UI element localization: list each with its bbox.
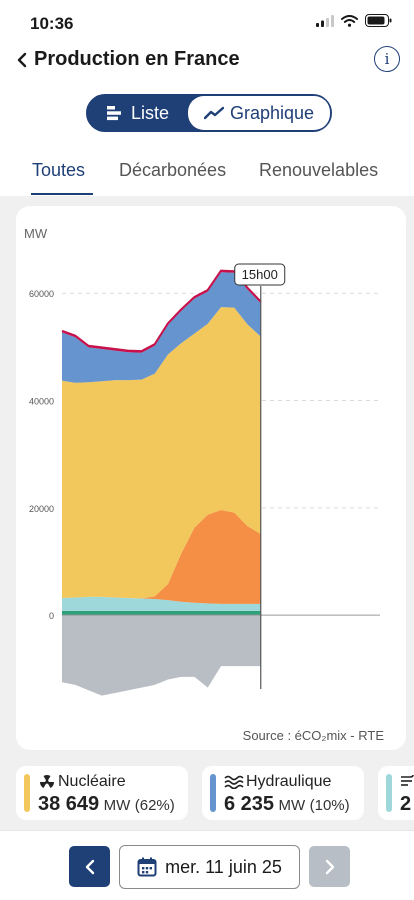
nuclear-icon [40,775,54,788]
next-day-button[interactable] [309,846,350,887]
source-color-bar [24,774,30,812]
source-value: 38 649 MW (62%) [38,793,175,815]
chevron-left-icon [85,859,94,874]
date-navigation: mer. 11 juin 25 [0,830,414,900]
tab-renouvelables[interactable]: Renouvelables [259,160,379,180]
wind-icon [401,774,414,786]
tab-toutes[interactable]: Toutes [32,160,86,180]
y-tick-label: 0 [49,611,54,621]
info-button[interactable]: i [374,46,400,72]
battery-icon [365,14,392,27]
source-name: Hydraulique [224,773,331,791]
production-chart[interactable]: 0 20000 40000 60000 15h00 MW Source : éCO₂mi… [16,206,406,750]
area-series-hydraulique [62,272,261,383]
area-series-eolien [62,596,261,611]
time-cursor-label: 15h00 [242,267,278,282]
date-label: mer. 11 juin 25 [165,856,282,877]
source-value: 2 [400,793,412,815]
y-tick-label: 20000 [29,504,54,514]
list-view-button[interactable]: Liste [88,96,188,130]
date-picker-button[interactable]: mer. 11 juin 25 [119,845,300,889]
status-icons [316,14,392,27]
status-time: 10:36 [30,14,74,33]
source-name [400,773,414,787]
source-cards-row: Nucléaire 38 649 MW (62%) Hydraulique 6 … [0,760,414,822]
y-tick-label: 60000 [29,289,54,299]
source-card-hydraulique[interactable]: Hydraulique 6 235 MW (10%) [202,766,364,820]
previous-day-button[interactable] [69,846,110,887]
source-card-nucleaire[interactable]: Nucléaire 38 649 MW (62%) [16,766,188,820]
y-axis-label: MW [24,226,48,241]
y-tick-label: 40000 [29,397,54,407]
source-note: Source : éCO₂mix - RTE [243,728,385,743]
area-series-echanges [62,615,261,696]
source-card-eolien[interactable]: 2 [378,766,414,820]
area-series-nucleaire [62,307,261,599]
status-bar: 10:36 [0,0,414,46]
tab-underline [31,193,93,195]
line-chart-icon [203,106,224,120]
view-toggle: Liste Graphique [86,94,332,132]
back-button[interactable] [12,46,32,74]
source-color-bar [386,774,392,812]
water-waves-icon [224,775,244,789]
list-view-label: Liste [130,102,170,123]
calendar-icon [137,857,157,877]
time-cursor-badge[interactable] [234,263,286,286]
graph-view-label: Graphique [229,102,315,123]
source-color-bar [210,774,216,812]
header: Production en France i [0,44,414,78]
wifi-icon [341,14,358,27]
source-value: 6 235 MW (10%) [224,793,350,815]
chevron-left-icon [17,52,27,68]
chevron-right-icon [325,859,334,874]
cellular-signal-icon [316,14,334,27]
graph-view-button[interactable]: Graphique [188,96,330,130]
tab-decarbonees[interactable]: Décarbonées [119,160,227,180]
list-icon [106,106,121,121]
chart-card: 0 20000 40000 60000 15h00 MW Source : éCO₂mi… [16,206,406,750]
source-name: Nucléaire [38,773,126,791]
filter-tabs: Toutes Décarbonées Renouvelables [0,150,414,196]
total-production-line [61,269,262,353]
page-title: Production en France [34,48,240,70]
info-icon: i [384,50,390,68]
area-series-solaire [62,509,261,604]
area-series-bioenergies [62,610,261,616]
